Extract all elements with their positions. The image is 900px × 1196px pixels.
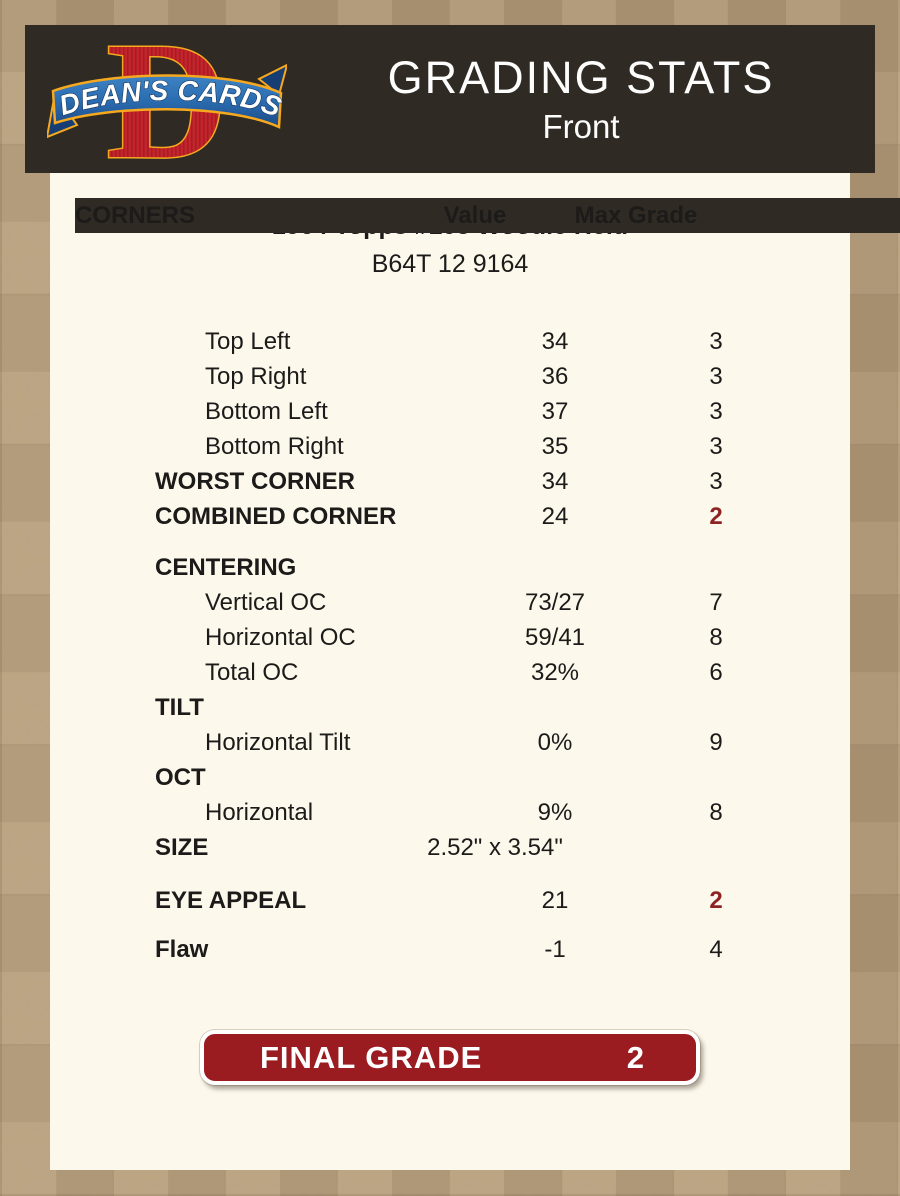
stat-label: Horizontal <box>205 798 314 826</box>
stat-row: Horizontal Tilt 0% 9 <box>155 725 850 760</box>
card-serial-number: B64T 12 9164 <box>371 250 529 278</box>
stat-label: TILT <box>155 693 204 721</box>
stat-max-grade: 9 <box>709 728 723 756</box>
stat-row: Horizontal OC 59/41 8 <box>155 620 850 655</box>
stat-row: Bottom Left 37 3 <box>155 394 850 429</box>
stat-value: 21 <box>541 886 569 914</box>
stat-value: Value <box>443 201 507 229</box>
stat-value: 37 <box>541 397 569 425</box>
stat-label: Bottom Left <box>205 397 328 425</box>
stat-row: TILT <box>155 690 850 725</box>
final-grade-value: 2 <box>626 1039 644 1075</box>
final-grade-button[interactable]: FINAL GRADE 2 <box>200 1030 700 1085</box>
stat-max-grade: 3 <box>709 362 723 390</box>
stat-label: CORNERS <box>75 201 196 229</box>
stat-max-grade: 3 <box>709 467 723 495</box>
stat-row: WORST CORNER 34 3 <box>155 464 850 499</box>
stat-value: 9% <box>537 798 573 826</box>
stat-label: Top Right <box>205 362 307 390</box>
stat-row: OCT <box>155 760 850 795</box>
stat-label: Total OC <box>205 658 299 686</box>
stat-value: 2.52" x 3.54" <box>427 833 563 861</box>
stat-label: CENTERING <box>155 553 297 581</box>
stat-value: 35 <box>541 432 569 460</box>
header-titles: GRADING STATS Front <box>287 53 875 145</box>
stat-row: Top Right 36 3 <box>155 359 850 394</box>
stat-label: WORST CORNER <box>155 467 355 495</box>
stat-value: -1 <box>544 935 566 963</box>
stat-row: Top Left 34 3 <box>155 324 850 359</box>
stat-label: Horizontal OC <box>205 623 356 651</box>
stat-value: 0% <box>537 728 573 756</box>
stat-value: 36 <box>541 362 569 390</box>
stat-value: 24 <box>541 502 569 530</box>
stat-row: Vertical OC 73/27 7 <box>155 585 850 620</box>
stat-row: SIZE 2.52" x 3.54" <box>155 830 850 865</box>
stat-max-grade: Max Grade <box>574 201 698 229</box>
stat-max-grade: 3 <box>709 327 723 355</box>
stats-table: CORNERS Value Max Grade Top Left 34 3 To… <box>50 198 900 967</box>
page-title: GRADING STATS <box>387 52 775 104</box>
stat-max-grade: 2 <box>709 886 723 914</box>
stat-max-grade: 3 <box>709 397 723 425</box>
stat-row: EYE APPEAL 21 2 <box>155 883 850 918</box>
stat-label: Bottom Right <box>205 432 344 460</box>
stat-max-grade: 2 <box>709 502 723 530</box>
stat-value: 34 <box>541 467 569 495</box>
stat-value: 59/41 <box>524 623 586 651</box>
stat-row: COMBINED CORNER 24 2 <box>155 499 850 534</box>
stat-label: Flaw <box>155 935 209 963</box>
stat-max-grade: 4 <box>709 935 723 963</box>
stat-row: Horizontal 9% 8 <box>155 795 850 830</box>
page-subtitle: Front <box>542 107 620 145</box>
stat-row: CORNERS Value Max Grade <box>75 198 900 233</box>
stat-row: Total OC 32% 6 <box>155 655 850 690</box>
stat-label: Top Left <box>205 327 291 355</box>
stat-row: CENTERING <box>155 550 850 585</box>
stat-label: Horizontal Tilt <box>205 728 351 756</box>
stat-max-grade: 8 <box>709 798 723 826</box>
stat-max-grade: 8 <box>709 623 723 651</box>
grading-report-panel: 1964 Topps #105 Woodie Held B64T 12 9164… <box>50 173 900 1170</box>
stat-value: 32% <box>530 658 580 686</box>
stat-row: Flaw -1 4 <box>155 932 850 967</box>
stat-label: COMBINED CORNER <box>155 502 397 530</box>
stat-label: OCT <box>155 763 206 791</box>
deans-cards-logo-icon: D DEAN'S CARDS <box>47 31 287 167</box>
final-grade-label: FINAL GRADE <box>260 1039 483 1075</box>
stat-label: EYE APPEAL <box>155 886 307 914</box>
stat-max-grade: 3 <box>709 432 723 460</box>
stat-label: Vertical OC <box>205 588 327 616</box>
stat-value: 73/27 <box>524 588 586 616</box>
stat-max-grade: 6 <box>709 658 723 686</box>
stat-value: 34 <box>541 327 569 355</box>
page-header: D DEAN'S CARDS GRADING STATS Front <box>25 25 875 173</box>
stat-max-grade: 7 <box>709 588 723 616</box>
stat-row: Bottom Right 35 3 <box>155 429 850 464</box>
stat-label: SIZE <box>155 833 209 861</box>
